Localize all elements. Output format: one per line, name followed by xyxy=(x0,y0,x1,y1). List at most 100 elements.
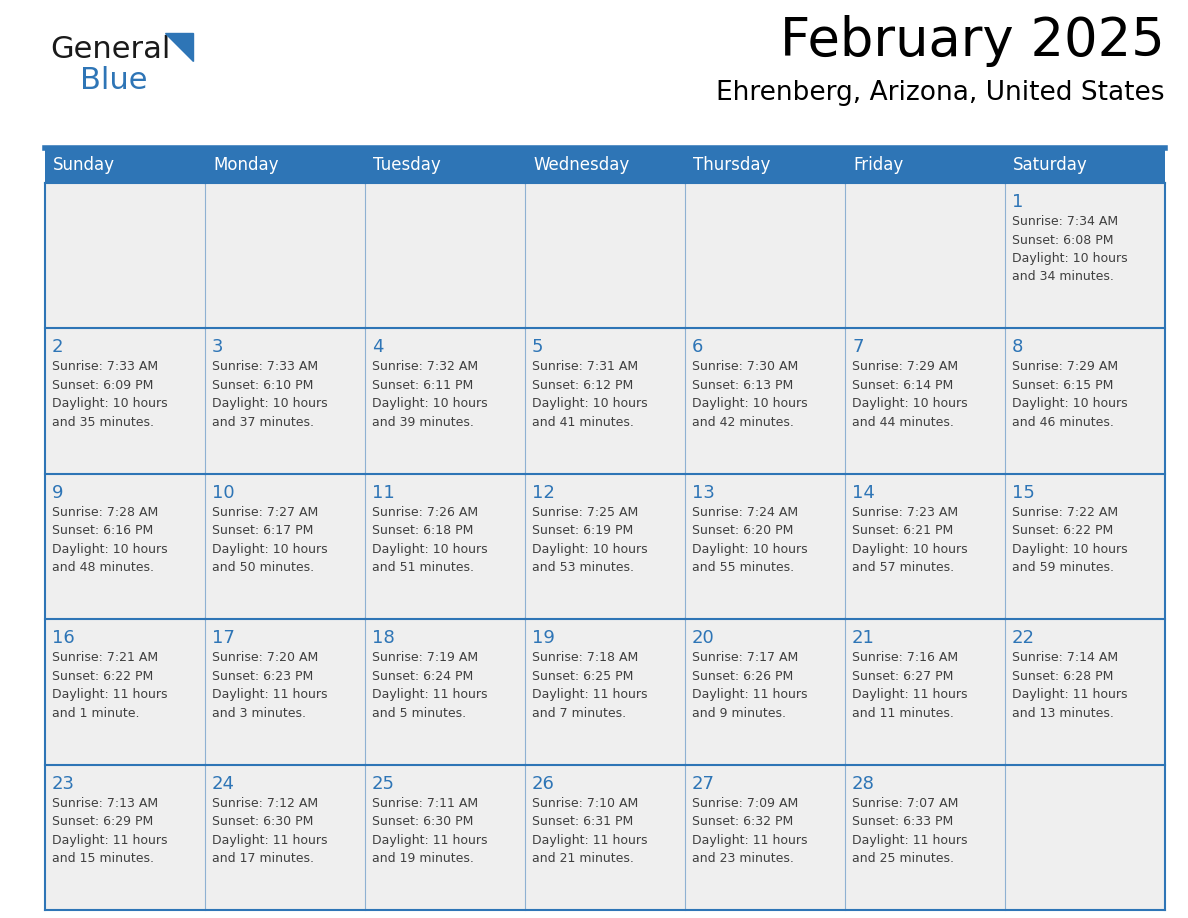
Bar xyxy=(365,183,525,329)
Text: Sunrise: 7:28 AM
Sunset: 6:16 PM
Daylight: 10 hours
and 48 minutes.: Sunrise: 7:28 AM Sunset: 6:16 PM Dayligh… xyxy=(52,506,168,575)
Text: Sunrise: 7:17 AM
Sunset: 6:26 PM
Daylight: 11 hours
and 9 minutes.: Sunrise: 7:17 AM Sunset: 6:26 PM Dayligh… xyxy=(691,651,808,720)
Bar xyxy=(1005,765,1165,910)
Text: Sunrise: 7:29 AM
Sunset: 6:15 PM
Daylight: 10 hours
and 46 minutes.: Sunrise: 7:29 AM Sunset: 6:15 PM Dayligh… xyxy=(1012,361,1127,429)
Bar xyxy=(1005,620,1165,765)
Text: 21: 21 xyxy=(852,629,874,647)
Text: 25: 25 xyxy=(372,775,394,792)
Bar xyxy=(365,474,525,620)
Text: 19: 19 xyxy=(532,629,555,647)
Text: Ehrenberg, Arizona, United States: Ehrenberg, Arizona, United States xyxy=(716,80,1165,106)
Text: 23: 23 xyxy=(52,775,75,792)
Text: Sunrise: 7:22 AM
Sunset: 6:22 PM
Daylight: 10 hours
and 59 minutes.: Sunrise: 7:22 AM Sunset: 6:22 PM Dayligh… xyxy=(1012,506,1127,575)
Polygon shape xyxy=(165,33,192,61)
Text: General: General xyxy=(50,35,170,64)
Bar xyxy=(685,765,845,910)
Bar xyxy=(45,148,1165,183)
Text: 1: 1 xyxy=(1012,193,1023,211)
Bar xyxy=(525,183,685,329)
Bar xyxy=(365,765,525,910)
Text: Monday: Monday xyxy=(213,156,278,174)
Text: Sunrise: 7:14 AM
Sunset: 6:28 PM
Daylight: 11 hours
and 13 minutes.: Sunrise: 7:14 AM Sunset: 6:28 PM Dayligh… xyxy=(1012,651,1127,720)
Text: Sunrise: 7:18 AM
Sunset: 6:25 PM
Daylight: 11 hours
and 7 minutes.: Sunrise: 7:18 AM Sunset: 6:25 PM Dayligh… xyxy=(532,651,647,720)
Bar xyxy=(45,329,206,474)
Text: 14: 14 xyxy=(852,484,874,502)
Text: 16: 16 xyxy=(52,629,75,647)
Bar xyxy=(206,620,365,765)
Text: Sunrise: 7:24 AM
Sunset: 6:20 PM
Daylight: 10 hours
and 55 minutes.: Sunrise: 7:24 AM Sunset: 6:20 PM Dayligh… xyxy=(691,506,808,575)
Bar xyxy=(206,765,365,910)
Text: Sunrise: 7:32 AM
Sunset: 6:11 PM
Daylight: 10 hours
and 39 minutes.: Sunrise: 7:32 AM Sunset: 6:11 PM Dayligh… xyxy=(372,361,487,429)
Text: Sunrise: 7:16 AM
Sunset: 6:27 PM
Daylight: 11 hours
and 11 minutes.: Sunrise: 7:16 AM Sunset: 6:27 PM Dayligh… xyxy=(852,651,967,720)
Text: Sunrise: 7:09 AM
Sunset: 6:32 PM
Daylight: 11 hours
and 23 minutes.: Sunrise: 7:09 AM Sunset: 6:32 PM Dayligh… xyxy=(691,797,808,865)
Text: 5: 5 xyxy=(532,339,543,356)
Bar xyxy=(685,620,845,765)
Text: February 2025: February 2025 xyxy=(781,15,1165,67)
Bar xyxy=(845,620,1005,765)
Text: Sunday: Sunday xyxy=(53,156,115,174)
Bar xyxy=(45,765,206,910)
Text: Sunrise: 7:33 AM
Sunset: 6:10 PM
Daylight: 10 hours
and 37 minutes.: Sunrise: 7:33 AM Sunset: 6:10 PM Dayligh… xyxy=(211,361,328,429)
Text: Tuesday: Tuesday xyxy=(373,156,441,174)
Text: Sunrise: 7:30 AM
Sunset: 6:13 PM
Daylight: 10 hours
and 42 minutes.: Sunrise: 7:30 AM Sunset: 6:13 PM Dayligh… xyxy=(691,361,808,429)
Text: Sunrise: 7:25 AM
Sunset: 6:19 PM
Daylight: 10 hours
and 53 minutes.: Sunrise: 7:25 AM Sunset: 6:19 PM Dayligh… xyxy=(532,506,647,575)
Bar xyxy=(685,329,845,474)
Bar xyxy=(685,183,845,329)
Text: 27: 27 xyxy=(691,775,715,792)
Text: 20: 20 xyxy=(691,629,715,647)
Text: 6: 6 xyxy=(691,339,703,356)
Bar xyxy=(525,765,685,910)
Text: 13: 13 xyxy=(691,484,715,502)
Bar xyxy=(365,620,525,765)
Bar xyxy=(845,474,1005,620)
Bar xyxy=(45,620,206,765)
Bar xyxy=(206,474,365,620)
Text: Wednesday: Wednesday xyxy=(533,156,630,174)
Text: 10: 10 xyxy=(211,484,234,502)
Text: Saturday: Saturday xyxy=(1013,156,1088,174)
Text: 8: 8 xyxy=(1012,339,1023,356)
Bar xyxy=(1005,329,1165,474)
Text: 15: 15 xyxy=(1012,484,1035,502)
Text: Sunrise: 7:23 AM
Sunset: 6:21 PM
Daylight: 10 hours
and 57 minutes.: Sunrise: 7:23 AM Sunset: 6:21 PM Dayligh… xyxy=(852,506,967,575)
Bar xyxy=(845,329,1005,474)
Text: 22: 22 xyxy=(1012,629,1035,647)
Text: Sunrise: 7:27 AM
Sunset: 6:17 PM
Daylight: 10 hours
and 50 minutes.: Sunrise: 7:27 AM Sunset: 6:17 PM Dayligh… xyxy=(211,506,328,575)
Text: 7: 7 xyxy=(852,339,864,356)
Bar xyxy=(45,183,206,329)
Bar xyxy=(206,183,365,329)
Text: Sunrise: 7:33 AM
Sunset: 6:09 PM
Daylight: 10 hours
and 35 minutes.: Sunrise: 7:33 AM Sunset: 6:09 PM Dayligh… xyxy=(52,361,168,429)
Bar xyxy=(525,620,685,765)
Text: 28: 28 xyxy=(852,775,874,792)
Bar xyxy=(525,329,685,474)
Text: 26: 26 xyxy=(532,775,555,792)
Text: Sunrise: 7:29 AM
Sunset: 6:14 PM
Daylight: 10 hours
and 44 minutes.: Sunrise: 7:29 AM Sunset: 6:14 PM Dayligh… xyxy=(852,361,967,429)
Text: Sunrise: 7:12 AM
Sunset: 6:30 PM
Daylight: 11 hours
and 17 minutes.: Sunrise: 7:12 AM Sunset: 6:30 PM Dayligh… xyxy=(211,797,328,865)
Text: Sunrise: 7:21 AM
Sunset: 6:22 PM
Daylight: 11 hours
and 1 minute.: Sunrise: 7:21 AM Sunset: 6:22 PM Dayligh… xyxy=(52,651,168,720)
Text: Sunrise: 7:07 AM
Sunset: 6:33 PM
Daylight: 11 hours
and 25 minutes.: Sunrise: 7:07 AM Sunset: 6:33 PM Dayligh… xyxy=(852,797,967,865)
Text: 9: 9 xyxy=(52,484,63,502)
Text: Friday: Friday xyxy=(853,156,903,174)
Text: 4: 4 xyxy=(372,339,384,356)
Text: 2: 2 xyxy=(52,339,63,356)
Text: Sunrise: 7:20 AM
Sunset: 6:23 PM
Daylight: 11 hours
and 3 minutes.: Sunrise: 7:20 AM Sunset: 6:23 PM Dayligh… xyxy=(211,651,328,720)
Text: Sunrise: 7:13 AM
Sunset: 6:29 PM
Daylight: 11 hours
and 15 minutes.: Sunrise: 7:13 AM Sunset: 6:29 PM Dayligh… xyxy=(52,797,168,865)
Bar xyxy=(45,474,206,620)
Bar xyxy=(845,765,1005,910)
Text: Blue: Blue xyxy=(80,66,147,95)
Text: Thursday: Thursday xyxy=(693,156,770,174)
Text: Sunrise: 7:31 AM
Sunset: 6:12 PM
Daylight: 10 hours
and 41 minutes.: Sunrise: 7:31 AM Sunset: 6:12 PM Dayligh… xyxy=(532,361,647,429)
Bar xyxy=(525,474,685,620)
Text: 3: 3 xyxy=(211,339,223,356)
Text: Sunrise: 7:26 AM
Sunset: 6:18 PM
Daylight: 10 hours
and 51 minutes.: Sunrise: 7:26 AM Sunset: 6:18 PM Dayligh… xyxy=(372,506,487,575)
Text: 11: 11 xyxy=(372,484,394,502)
Text: Sunrise: 7:11 AM
Sunset: 6:30 PM
Daylight: 11 hours
and 19 minutes.: Sunrise: 7:11 AM Sunset: 6:30 PM Dayligh… xyxy=(372,797,487,865)
Text: Sunrise: 7:19 AM
Sunset: 6:24 PM
Daylight: 11 hours
and 5 minutes.: Sunrise: 7:19 AM Sunset: 6:24 PM Dayligh… xyxy=(372,651,487,720)
Text: Sunrise: 7:34 AM
Sunset: 6:08 PM
Daylight: 10 hours
and 34 minutes.: Sunrise: 7:34 AM Sunset: 6:08 PM Dayligh… xyxy=(1012,215,1127,284)
Text: Sunrise: 7:10 AM
Sunset: 6:31 PM
Daylight: 11 hours
and 21 minutes.: Sunrise: 7:10 AM Sunset: 6:31 PM Dayligh… xyxy=(532,797,647,865)
Bar xyxy=(685,474,845,620)
Text: 24: 24 xyxy=(211,775,235,792)
Text: 17: 17 xyxy=(211,629,235,647)
Bar xyxy=(845,183,1005,329)
Text: 18: 18 xyxy=(372,629,394,647)
Bar xyxy=(206,329,365,474)
